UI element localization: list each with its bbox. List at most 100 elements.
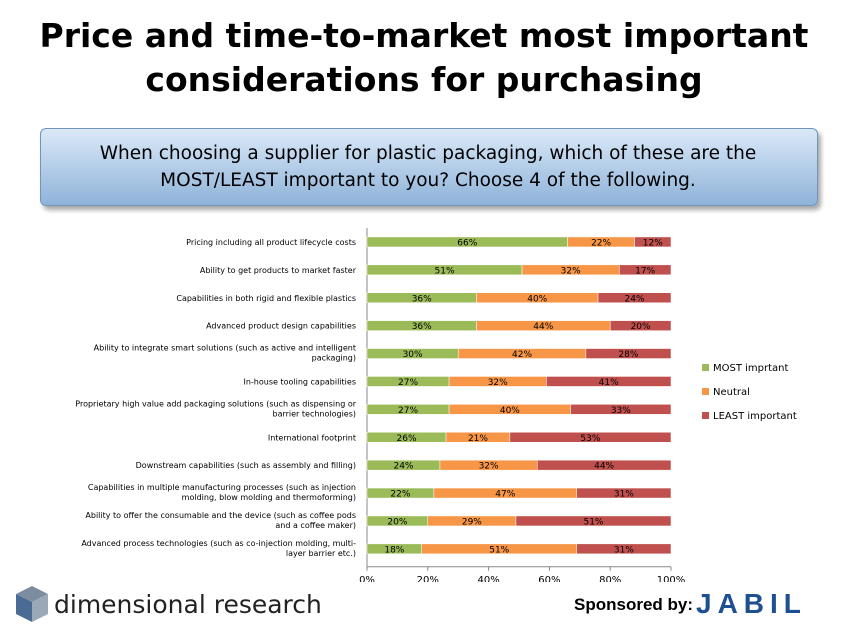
title-line-1: Price and time-to-market most important	[39, 16, 809, 55]
data-label: 32%	[479, 462, 499, 472]
category-label-line: Proprietary high value add packaging sol…	[75, 399, 356, 408]
cube-icon	[16, 586, 48, 622]
data-label: 32%	[561, 266, 581, 276]
legend-swatch	[702, 388, 709, 395]
data-label: 31%	[614, 490, 634, 500]
bar-segment	[585, 348, 672, 359]
stacked-bar-chart: Pricing including all product lifecycle …	[75, 228, 797, 582]
brand-name: dimensional research	[54, 590, 322, 619]
category-label: Capabilities in multiple manufacturing p…	[88, 483, 356, 502]
bar-segment	[576, 487, 672, 499]
data-label: 36%	[412, 322, 432, 332]
data-label: 44%	[594, 462, 614, 472]
question-line-2: MOST/LEAST important to you? Choose 4 of…	[160, 170, 696, 191]
legend-label: Neutral	[713, 387, 750, 398]
data-label: 24%	[393, 462, 413, 472]
category-label: Proprietary high value add packaging sol…	[75, 399, 356, 418]
category-label-line: Pricing including all product lifecycle …	[186, 238, 356, 247]
category-label: Capabilities in both rigid and flexible …	[176, 294, 356, 303]
category-label: Ability to offer the consumable and the …	[85, 511, 356, 530]
category-label: International footprint	[268, 433, 356, 442]
category-label-line: Advanced process technologies (such as c…	[81, 539, 356, 548]
category-label-line: In-house tooling capabilities	[243, 377, 356, 386]
category-label-line: packaging)	[312, 354, 356, 363]
legend-label: MOST imprtant	[713, 363, 788, 374]
category-label-line: Capabilities in both rigid and flexible …	[176, 294, 356, 303]
question-box	[40, 128, 818, 206]
bar-segment	[609, 320, 672, 331]
category-label: Advanced product design capabilities	[206, 322, 356, 331]
x-tick-label: 100%	[657, 575, 686, 582]
legend-label: LEAST important	[713, 411, 797, 422]
category-label: Downstream capabilities (such as assembl…	[136, 461, 356, 470]
dimensional-research-logo	[16, 586, 48, 622]
data-label: 17%	[635, 266, 655, 276]
legend-swatch	[702, 412, 709, 419]
category-label: Advanced process technologies (such as c…	[81, 539, 356, 558]
bar-segment	[576, 543, 672, 555]
data-label: 40%	[500, 406, 520, 416]
data-label: 20%	[387, 517, 407, 527]
bar-segment	[509, 432, 672, 443]
bar-segment	[536, 459, 672, 471]
title-line-2: considerations for purchasing	[145, 60, 703, 99]
data-label: 30%	[403, 350, 423, 360]
data-label: 36%	[412, 294, 432, 304]
data-label: 22%	[591, 238, 611, 248]
data-label: 41%	[599, 378, 619, 388]
data-label: 18%	[384, 545, 404, 555]
data-label: 53%	[580, 434, 600, 444]
data-label: 47%	[495, 490, 515, 500]
data-label: 32%	[488, 378, 508, 388]
x-tick-label: 80%	[599, 575, 621, 582]
data-label: 42%	[512, 350, 532, 360]
category-label-line: Ability to integrate smart solutions (su…	[94, 344, 356, 353]
category-label-line: barrier technologies)	[272, 409, 356, 418]
data-label: 66%	[457, 238, 477, 248]
data-label: 51%	[583, 517, 603, 527]
question-line-1: When choosing a supplier for plastic pac…	[99, 143, 757, 164]
bar-segment	[570, 404, 672, 415]
data-label: 51%	[435, 266, 455, 276]
category-label-line: Capabilities in multiple manufacturing p…	[88, 483, 356, 492]
data-label: 20%	[631, 322, 651, 332]
bar-segment	[515, 515, 672, 527]
data-label: 51%	[489, 545, 509, 555]
bar-segment	[597, 292, 672, 303]
question-text: When choosing a supplier for plastic pac…	[40, 140, 816, 194]
category-label: Pricing including all product lifecycle …	[186, 238, 356, 247]
category-label-line: molding, blow molding and thermoforming)	[182, 493, 356, 502]
category-label-line: and a coffee maker)	[275, 521, 356, 530]
page-title: Price and time-to-market most important …	[0, 14, 848, 102]
data-label: 21%	[468, 434, 488, 444]
category-label: Ability to integrate smart solutions (su…	[94, 344, 356, 363]
x-tick-label: 40%	[477, 575, 499, 582]
x-tick-label: 0%	[359, 575, 375, 582]
jabil-logo: JABIL	[696, 588, 807, 619]
data-label: 28%	[618, 350, 638, 360]
x-tick-label: 60%	[538, 575, 560, 582]
data-label: 31%	[614, 545, 634, 555]
category-label: Ability to get products to market faster	[200, 266, 357, 275]
sponsor-label: Sponsored by:	[574, 595, 694, 614]
data-label: 26%	[397, 434, 417, 444]
data-label: 12%	[643, 238, 663, 248]
category-label-line: Ability to get products to market faster	[200, 266, 357, 275]
category-label-line: International footprint	[268, 433, 356, 442]
x-tick-label: 20%	[417, 575, 439, 582]
data-label: 27%	[398, 406, 418, 416]
bar-segment	[546, 376, 672, 387]
data-label: 33%	[611, 406, 631, 416]
data-label: 29%	[462, 517, 482, 527]
bar-segment	[619, 264, 672, 276]
category-label-line: Ability to offer the consumable and the …	[85, 511, 356, 520]
bar-segment	[634, 236, 672, 248]
category-label-line: layer barrier etc.)	[286, 549, 356, 558]
data-label: 24%	[625, 294, 645, 304]
category-label-line: Downstream capabilities (such as assembl…	[136, 461, 356, 470]
data-label: 27%	[398, 378, 418, 388]
data-label: 22%	[390, 490, 410, 500]
legend-swatch	[702, 364, 709, 371]
category-label-line: Advanced product design capabilities	[206, 322, 356, 331]
category-label: In-house tooling capabilities	[243, 377, 356, 386]
